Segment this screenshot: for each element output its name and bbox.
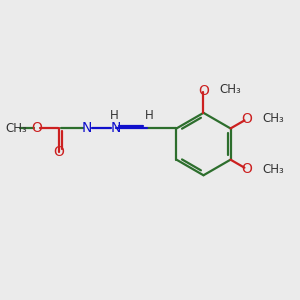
Text: O: O (198, 84, 209, 98)
Text: CH₃: CH₃ (219, 83, 241, 97)
Text: N: N (82, 122, 92, 136)
Text: H: H (110, 110, 118, 122)
Text: O: O (241, 112, 252, 126)
Text: CH₃: CH₃ (5, 122, 27, 135)
Text: N: N (110, 122, 121, 136)
Text: H: H (145, 110, 154, 122)
Text: CH₃: CH₃ (262, 163, 284, 176)
Text: O: O (241, 162, 252, 176)
Text: CH₃: CH₃ (262, 112, 284, 125)
Text: O: O (54, 145, 64, 159)
Text: O: O (31, 122, 42, 136)
